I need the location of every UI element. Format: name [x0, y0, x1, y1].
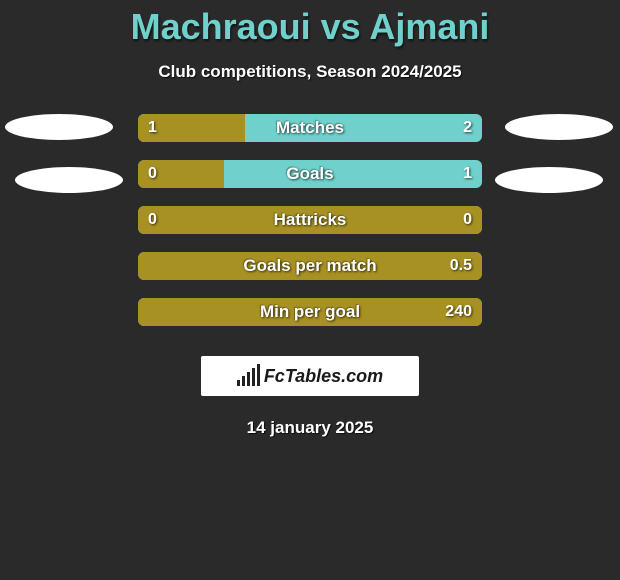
stat-label: Goals: [138, 160, 482, 188]
stat-label: Matches: [138, 114, 482, 142]
logo-chart-icon: [237, 366, 260, 386]
logo-bar-segment: [257, 364, 260, 386]
stat-label: Hattricks: [138, 206, 482, 234]
stat-row: 00Hattricks: [0, 206, 620, 252]
page-title: Machraoui vs Ajmani: [0, 0, 620, 48]
logo-bar-segment: [247, 372, 250, 386]
logo-box: FcTables.com: [201, 356, 419, 396]
logo-text: FcTables.com: [264, 366, 383, 387]
stat-bar-track: 0.5Goals per match: [138, 252, 482, 280]
date-text: 14 january 2025: [0, 418, 620, 438]
stat-bar-track: 00Hattricks: [138, 206, 482, 234]
stat-row: 240Min per goal: [0, 298, 620, 344]
stat-bar-track: 240Min per goal: [138, 298, 482, 326]
stat-bar-track: 12Matches: [138, 114, 482, 142]
logo-bar-segment: [252, 368, 255, 386]
stat-bar-track: 01Goals: [138, 160, 482, 188]
subtitle: Club competitions, Season 2024/2025: [0, 62, 620, 82]
stat-row: 12Matches: [0, 114, 620, 160]
logo-bar-segment: [242, 376, 245, 386]
stat-row: 0.5Goals per match: [0, 252, 620, 298]
stat-label: Min per goal: [138, 298, 482, 326]
logo-bar-segment: [237, 380, 240, 386]
stat-label: Goals per match: [138, 252, 482, 280]
stats-area: 12Matches 01Goals 00Hattricks 0.5Goals per …: [0, 114, 620, 344]
stat-row: 01Goals: [0, 160, 620, 206]
